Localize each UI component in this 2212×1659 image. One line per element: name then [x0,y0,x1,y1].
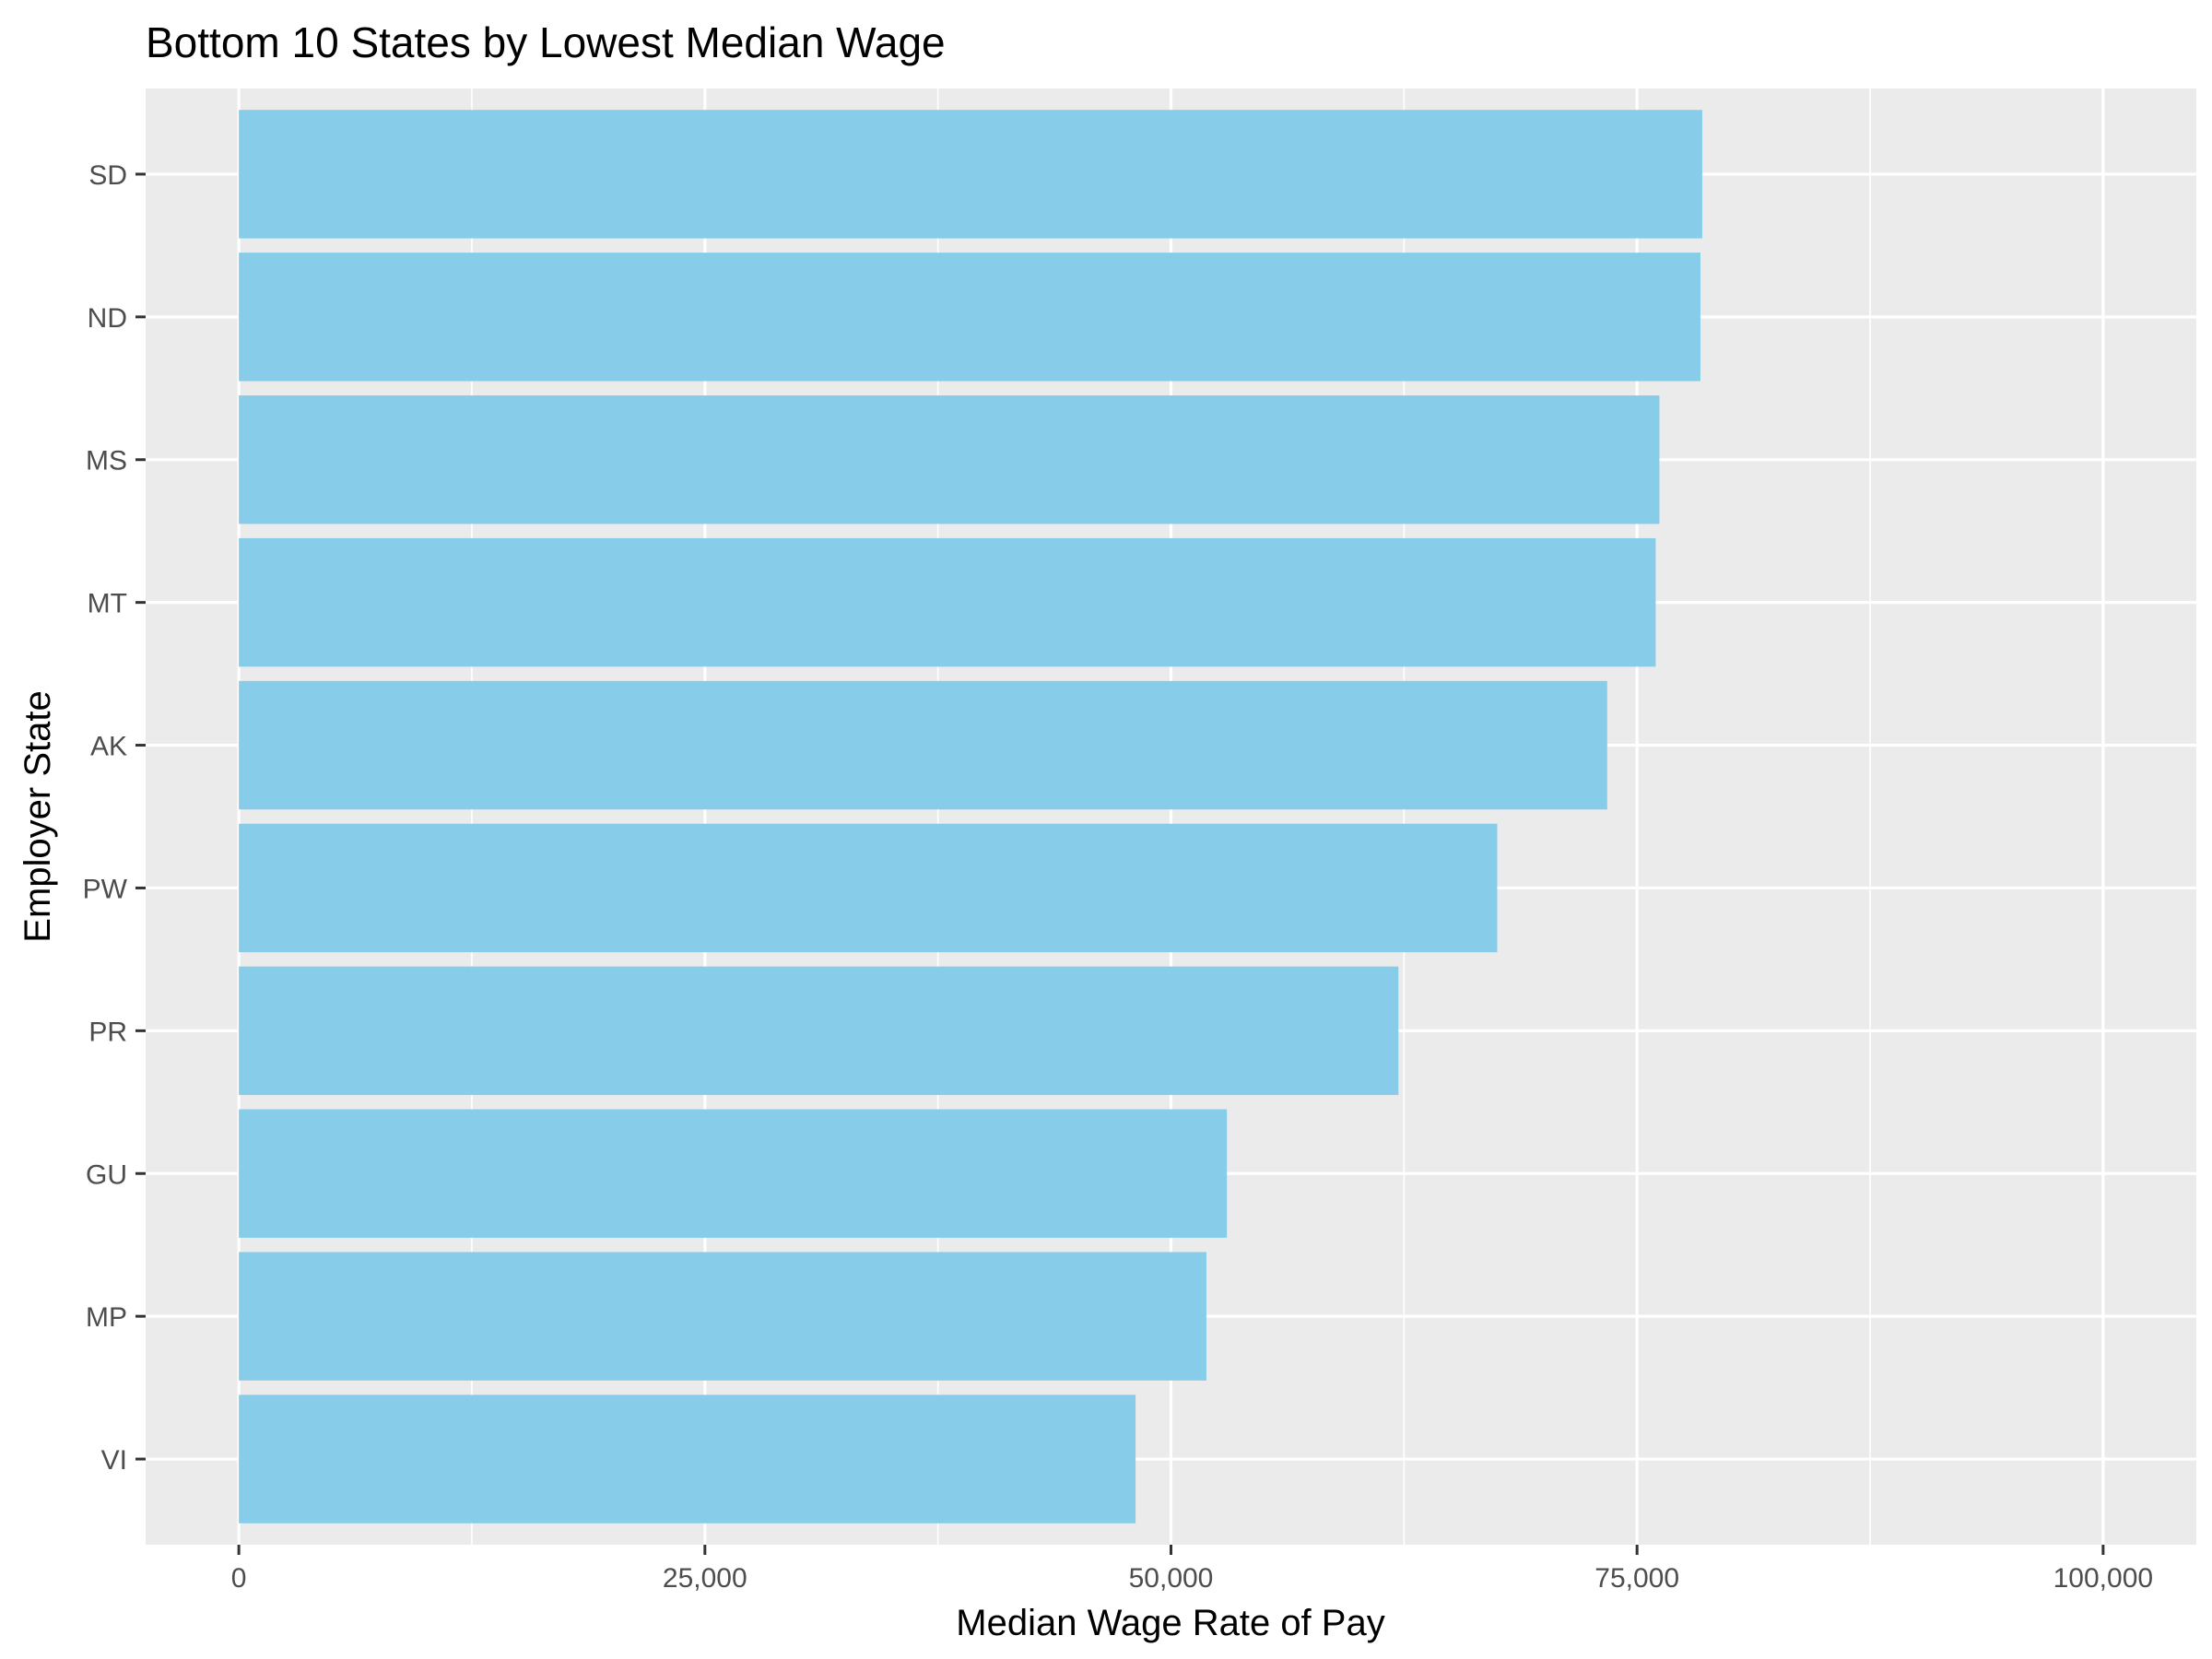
x-tick-label: 100,000 [2053,1563,2153,1594]
x-axis-title: Median Wage Rate of Pay [956,1603,1384,1643]
y-tick-label: ND [88,303,127,334]
bar-nd [239,253,1700,382]
bars [239,110,1702,1524]
y-tick-label: GU [86,1159,127,1190]
bar-ak [239,680,1607,810]
bar-pw [239,823,1498,953]
bar-ms [239,395,1660,524]
y-tick-label: VI [101,1445,127,1476]
chart-title: Bottom 10 States by Lowest Median Wage [146,18,946,66]
y-axis: SD ND MS MT AK PW PR GU MP VI [83,160,146,1476]
x-tick-label: 25,000 [663,1563,747,1594]
x-tick-label: 50,000 [1129,1563,1214,1594]
y-tick-label: MT [88,589,127,619]
x-tick-label: 75,000 [1594,1563,1679,1594]
y-tick-label: SD [88,160,127,191]
y-axis-title: Employer State [18,690,58,942]
bar-sd [239,110,1702,239]
x-axis: 0 25,000 50,000 75,000 100,000 [231,1545,2153,1594]
y-tick-label: AK [90,732,127,762]
bar-mt [239,537,1656,667]
y-tick-label: MP [86,1302,127,1333]
bar-vi [239,1394,1136,1524]
bar-mp [239,1252,1206,1381]
x-tick-label: 0 [231,1563,247,1594]
bar-pr [239,966,1399,1096]
y-tick-label: PW [83,874,128,904]
bar-gu [239,1109,1228,1238]
y-tick-label: MS [86,446,127,477]
y-tick-label: PR [88,1017,127,1047]
